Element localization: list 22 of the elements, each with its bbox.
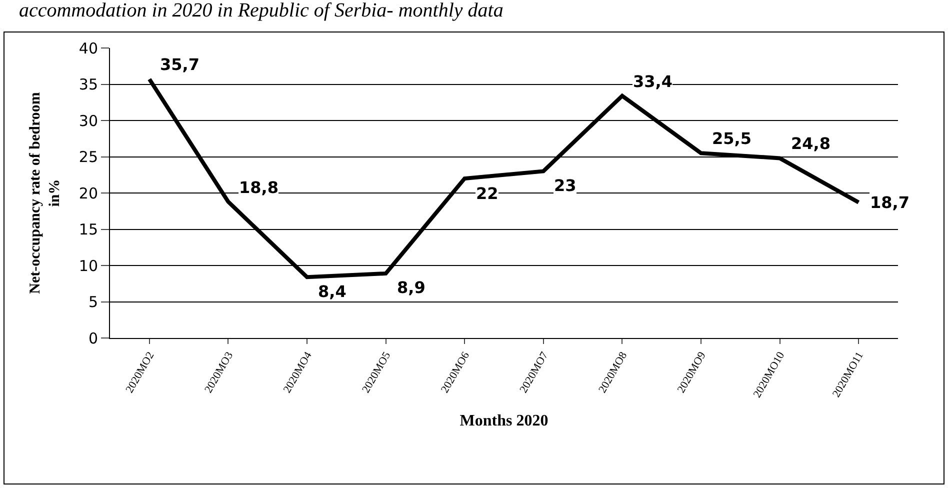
data-label: 22 bbox=[476, 184, 498, 203]
y-tick-label: 25 bbox=[78, 148, 98, 166]
data-label: 8,4 bbox=[318, 282, 346, 301]
data-label: 24,8 bbox=[791, 134, 830, 153]
chart-title: accommodation in 2020 in Republic of Serbia- monthly data bbox=[18, 0, 504, 22]
data-label: 35,7 bbox=[160, 55, 200, 74]
y-axis-title: Net-occupancy rate of bedroom in% bbox=[28, 92, 64, 294]
data-label: 8,9 bbox=[397, 278, 426, 297]
y-tick-label: 5 bbox=[88, 293, 98, 311]
y-tick-label: 15 bbox=[78, 220, 98, 238]
y-tick-label: 35 bbox=[78, 76, 98, 94]
data-label: 23 bbox=[554, 176, 576, 195]
y-tick-label: 40 bbox=[78, 39, 98, 58]
data-label: 33,4 bbox=[633, 72, 672, 91]
x-axis-title: Months 2020 bbox=[460, 412, 548, 430]
y-tick-label: 10 bbox=[78, 256, 98, 275]
data-label: 18,7 bbox=[870, 193, 910, 212]
y-tick-label: 20 bbox=[78, 184, 98, 202]
y-tick-label: 30 bbox=[78, 112, 98, 130]
data-label: 18,8 bbox=[239, 178, 278, 197]
data-label: 25,5 bbox=[712, 129, 752, 148]
y-tick-label: 0 bbox=[88, 329, 98, 348]
